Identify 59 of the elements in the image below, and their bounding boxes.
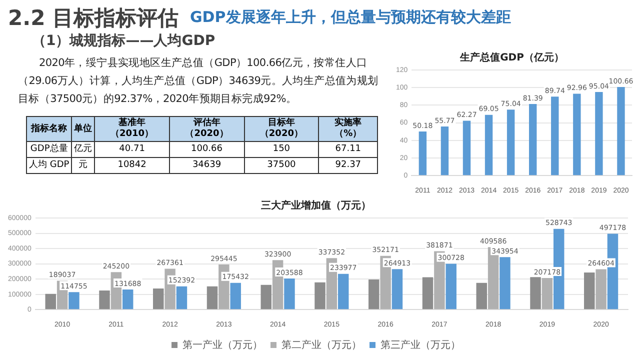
bar xyxy=(462,120,471,176)
text: 2020年，绥宁县实现地区生产总值（GDP）100.66亿元，按常住人口（29.06万人）计算，人均生产总值（GDP）34639元。人均生产总值为规划目标（37500元）的92.37%，2020年预期目标完成92%。 xyxy=(18,56,380,107)
bar xyxy=(176,286,188,310)
legend-label: 第二产业（万元） xyxy=(282,338,362,351)
bar xyxy=(506,110,515,176)
bar xyxy=(595,92,603,176)
text: 100.66 xyxy=(169,142,244,158)
bar xyxy=(484,114,493,176)
text: 实施率（%） xyxy=(318,116,378,142)
bar xyxy=(45,294,56,310)
bar xyxy=(584,272,595,310)
bar xyxy=(596,269,606,310)
bar xyxy=(422,277,434,310)
text: 单位 xyxy=(72,116,95,142)
bar xyxy=(153,288,164,310)
bar xyxy=(122,289,134,310)
text: 人均 GDP xyxy=(26,158,72,174)
bar xyxy=(260,284,272,310)
text: 150 xyxy=(244,142,319,158)
chart-title: 三大产业增加值（万元） xyxy=(261,200,371,212)
bar xyxy=(573,94,581,176)
bar xyxy=(440,126,449,176)
bar xyxy=(551,96,559,176)
bar xyxy=(68,292,80,310)
text: GDP总量 xyxy=(26,142,72,158)
bar xyxy=(338,274,349,310)
bar xyxy=(392,269,403,310)
text: 40.71 xyxy=(94,142,170,158)
text: 67.11 xyxy=(318,142,378,158)
bar xyxy=(530,277,541,310)
bar xyxy=(542,278,553,310)
bar xyxy=(230,282,241,310)
bar xyxy=(368,280,380,310)
text: （1）城规指标——人均GDP xyxy=(32,32,216,50)
text: 评估年（2020） xyxy=(169,116,244,142)
text: GDP发展逐年上升，但总量与预期还有较大差距 xyxy=(190,8,511,27)
bar xyxy=(99,290,110,310)
bar xyxy=(446,264,456,310)
bar xyxy=(617,87,625,176)
bar xyxy=(206,286,218,310)
text: 目标年（2020） xyxy=(244,116,319,142)
text: 10842 xyxy=(94,158,170,174)
bar xyxy=(314,282,326,310)
legend-label: 第三产业（万元） xyxy=(380,338,460,351)
bar xyxy=(476,282,488,310)
text: 指标名称 xyxy=(26,116,72,142)
text: 34639 xyxy=(169,158,244,174)
text: 元 xyxy=(72,158,95,174)
chart-title: 生产总值GDP（亿元） xyxy=(459,52,564,64)
text: 基准年（2010） xyxy=(94,116,170,142)
text: 2.2 目标指标评估 xyxy=(8,5,179,32)
text: 37500 xyxy=(244,158,319,174)
bar xyxy=(500,257,510,310)
bar xyxy=(529,104,537,176)
bar xyxy=(418,131,427,176)
bar xyxy=(284,278,295,310)
legend-label: 第一产业（万元） xyxy=(182,338,262,351)
text: 亿元 xyxy=(72,142,95,158)
text: 92.37 xyxy=(318,158,378,174)
